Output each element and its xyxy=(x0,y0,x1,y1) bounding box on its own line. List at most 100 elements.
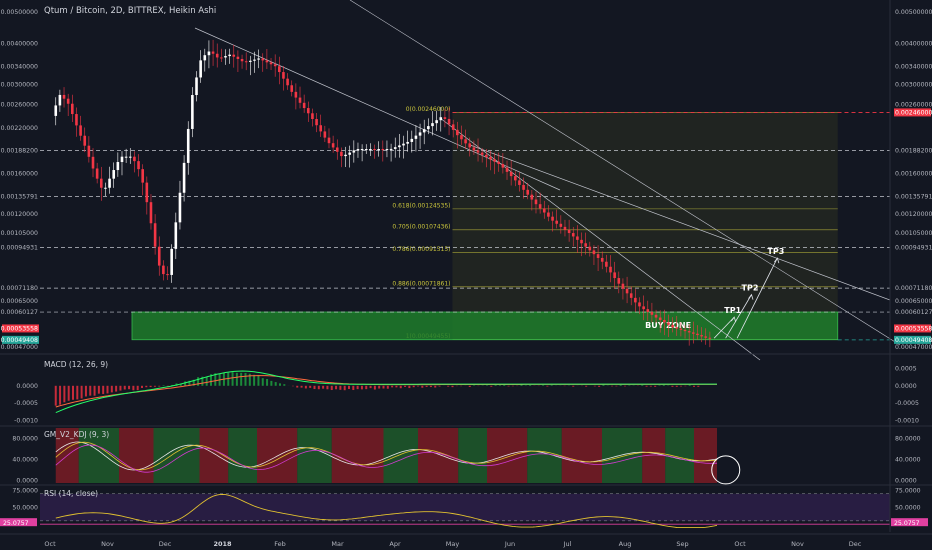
candle-body xyxy=(451,124,455,130)
candle-body xyxy=(311,113,314,120)
candle-body xyxy=(211,51,215,54)
candle-body xyxy=(393,147,397,149)
candle-body xyxy=(551,216,554,221)
candle-body xyxy=(174,222,178,249)
price-right-tick-bg xyxy=(894,324,931,333)
kdj-bg-band xyxy=(665,428,694,483)
candle-body xyxy=(447,118,451,125)
tp-arrowhead xyxy=(774,257,780,264)
candle-body xyxy=(534,199,538,205)
candle-body xyxy=(580,239,583,244)
candle-body xyxy=(555,220,558,224)
kdj-left-tick: 80.0000 xyxy=(12,435,38,442)
rsi-current-left-bg xyxy=(0,518,37,527)
kdj-bg-band xyxy=(228,428,257,483)
rsi-title: RSI (14, close) xyxy=(44,489,98,498)
candle-body xyxy=(215,53,219,58)
price-left-tick: 0.00260000 xyxy=(1,102,38,109)
candle-body xyxy=(331,143,335,148)
candle-body xyxy=(460,135,463,140)
x-axis-label: Apr xyxy=(389,540,401,548)
price-left-tick: 0.00500000 xyxy=(1,9,38,16)
candle-body xyxy=(228,54,231,57)
candle-body xyxy=(191,95,194,129)
candle-body xyxy=(286,78,289,86)
candle-body xyxy=(480,152,484,155)
candle-body xyxy=(588,246,592,251)
x-axis-label: Oct xyxy=(734,540,746,548)
kdj-bg-band xyxy=(642,428,666,483)
candle-body xyxy=(364,149,368,151)
price-right-tick: 0.00047000 xyxy=(895,344,932,351)
kdj-bg-band xyxy=(257,428,298,483)
candle-body xyxy=(273,64,277,67)
rsi-line xyxy=(55,493,718,529)
x-axis-label: Feb xyxy=(274,540,286,548)
candle-body xyxy=(658,317,662,320)
trend-line xyxy=(349,0,901,346)
price-right-tick: 0.00094931 xyxy=(895,244,932,251)
candle-body xyxy=(199,60,202,78)
rsi-panel: RSI (14, close) 75.0000 50.0000 75.0000 50.0… xyxy=(0,487,928,529)
chart-title: Qtum / Bitcoin, 2D, BITTREX, Heikin Ashi xyxy=(44,6,216,16)
candle-body xyxy=(108,178,111,188)
price-right-tick: 0.00500000 xyxy=(895,9,932,16)
candle-body xyxy=(592,250,596,255)
candle-body xyxy=(485,154,488,158)
price-right-tick: 0.00060127 xyxy=(895,309,932,316)
candle-body xyxy=(410,138,414,142)
candle-body xyxy=(302,102,306,109)
price-left-tick: 0.00065000 xyxy=(1,298,38,305)
price-left-tick: 0.00135791 xyxy=(1,194,38,201)
price-left-tick: 0.00220000 xyxy=(1,125,38,132)
candle-body xyxy=(282,72,285,79)
candle-body xyxy=(232,54,236,57)
price-left-tick: 0.00094931 xyxy=(1,244,38,251)
candle-body xyxy=(79,125,82,136)
candle-body xyxy=(501,164,505,168)
candle-body xyxy=(605,261,608,267)
price-right-tick: 0.00260000 xyxy=(895,102,932,109)
candle-body xyxy=(319,125,323,132)
candle-body xyxy=(650,311,654,315)
kdj-bg-band xyxy=(153,428,200,483)
macd-right-tick: 0.0000 xyxy=(895,383,917,390)
kdj-bg-band xyxy=(297,428,332,483)
tp-arrowhead xyxy=(748,293,754,300)
x-axis-label: May xyxy=(446,540,460,548)
kdj-bg-band xyxy=(458,428,487,483)
tp-label: TP2 xyxy=(742,284,759,293)
fib-level-label: 0.705(0.00107436) xyxy=(392,223,450,230)
candle-body xyxy=(476,150,480,153)
candle-body xyxy=(687,331,691,333)
candle-body xyxy=(83,135,87,146)
candle-body xyxy=(443,117,447,119)
candle-body xyxy=(120,156,124,163)
candle-body xyxy=(145,182,149,203)
candle-body xyxy=(696,333,699,336)
tp-arrow xyxy=(736,257,778,339)
macd-panel: MACD (12, 26, 9) 0.0000 -0.0005 -0.0010 0.00… xyxy=(14,360,919,425)
kdj-title: GM_V2_KDJ (9, 3) xyxy=(44,430,109,439)
candle-body xyxy=(402,143,405,146)
price-right-tick-bg xyxy=(894,108,931,117)
candle-body xyxy=(683,329,687,332)
candle-body xyxy=(692,332,695,334)
candle-body xyxy=(642,306,645,310)
candle-body xyxy=(381,149,385,151)
candle-body xyxy=(613,272,616,279)
price-right-tick: 0.00188200 xyxy=(895,147,932,154)
kdj-bg-band xyxy=(331,428,384,483)
candle-body xyxy=(538,204,542,209)
kdj-bg-band xyxy=(78,428,119,483)
candle-body xyxy=(153,223,157,247)
candle-body xyxy=(278,66,281,73)
trend-line xyxy=(439,117,761,361)
price-right-tick: 0.00120000 xyxy=(895,211,932,218)
candle-body xyxy=(563,226,567,230)
x-axis-label: Jun xyxy=(504,540,515,548)
price-right-tick: 0.00160000 xyxy=(895,170,932,177)
candle-body xyxy=(290,85,294,92)
rsi-current-left: 25.0757 xyxy=(3,520,29,527)
